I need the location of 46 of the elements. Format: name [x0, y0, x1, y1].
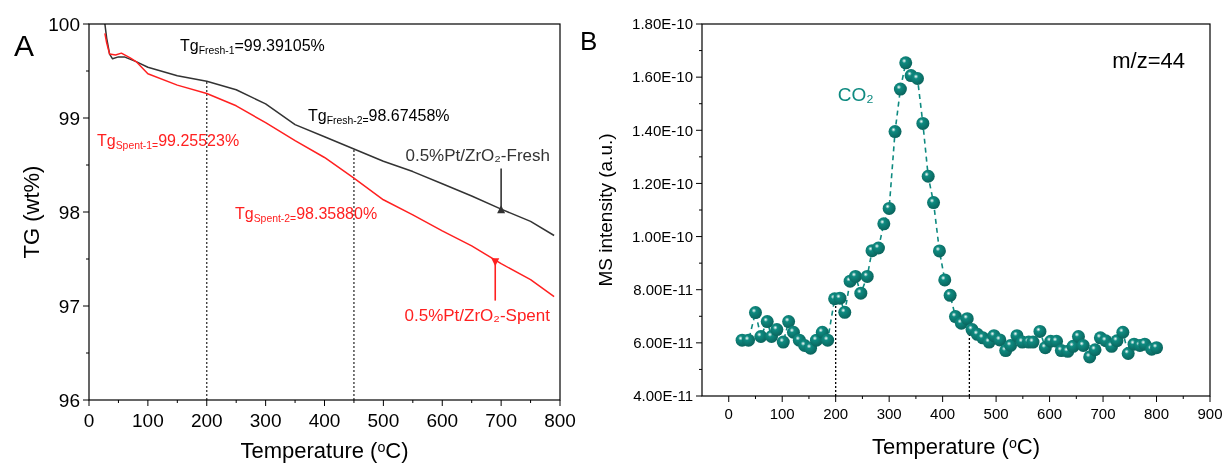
x-tick-label: 700	[485, 410, 517, 431]
annotation: Tg$_{Fresh-1}$=99.39105%	[180, 37, 325, 56]
x-tick-label: 500	[367, 410, 400, 431]
x-tick-label: 800	[1144, 405, 1170, 422]
x-axis-title: Temperature ($^{o}$C)	[871, 434, 1041, 459]
y-tick-label: 100	[48, 13, 80, 35]
y-tick-label: 1.80E-10	[632, 15, 693, 33]
series-label: 0.5%Pt/ZrO₂-Spent	[404, 305, 551, 325]
annotation: Tg$_{Spent-1=}$99.25523%	[97, 132, 240, 151]
series-label: 0.5%Pt/ZrO₂-Fresh	[405, 145, 550, 165]
x-tick-label: 300	[249, 410, 282, 431]
chart-title: B	[580, 26, 598, 56]
x-tick-label: 500	[983, 405, 1009, 422]
y-tick-label: 1.20E-10	[632, 174, 693, 192]
x-tick-label: 700	[1090, 405, 1116, 422]
x-tick-label: 0	[724, 405, 733, 422]
annotation: Tg$_{Spent-2=}$98.35880%	[235, 205, 378, 224]
y-axis-title: TG (wt%)	[19, 165, 44, 259]
y-tick-label: 6.00E-11	[633, 334, 693, 352]
chart-title: A	[14, 29, 35, 62]
x-axis-title: Temperature ($^{o}$C)	[240, 438, 409, 463]
x-tick-label: 0	[83, 410, 95, 431]
y-tick-label: 4.00E-11	[633, 387, 693, 405]
x-tick-label: 400	[308, 410, 341, 431]
y-tick-label: 1.40E-10	[632, 121, 693, 139]
y-axis-title: MS intensity (a.u.)	[595, 133, 616, 287]
x-tick-label: 600	[426, 410, 459, 431]
x-tick-label: 900	[1197, 405, 1223, 422]
annotation: m/z=44	[1112, 48, 1185, 73]
annotation: Tg$_{Fresh-2=}$98.67458%	[308, 107, 450, 126]
x-tick-label: 200	[823, 405, 849, 422]
x-tick-label: 200	[190, 410, 223, 431]
y-tick-label: 99	[58, 107, 80, 129]
y-tick-label: 98	[58, 201, 80, 223]
y-tick-label: 96	[58, 389, 80, 411]
x-tick-label: 600	[1037, 405, 1063, 422]
y-tick-label: 8.00E-11	[633, 280, 693, 298]
y-tick-label: 1.60E-10	[632, 68, 693, 86]
y-tick-label: 97	[58, 295, 80, 317]
x-tick-label: 300	[876, 405, 902, 422]
x-tick-label: 100	[769, 405, 795, 422]
x-tick-label: 100	[132, 410, 164, 431]
x-tick-label: 800	[544, 410, 576, 431]
y-tick-label: 1.00E-10	[632, 227, 693, 245]
x-tick-label: 400	[930, 405, 956, 422]
series-label: CO₂	[837, 83, 874, 105]
